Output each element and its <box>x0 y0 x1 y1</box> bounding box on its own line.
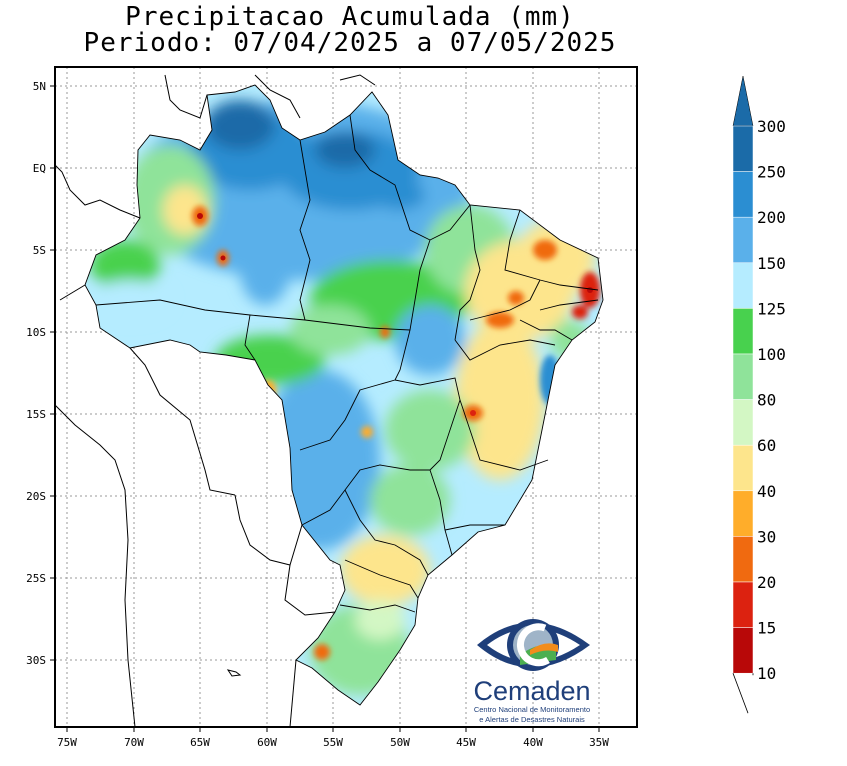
logo-name: Cemaden <box>473 676 590 706</box>
legend-level-label: 200 <box>757 208 786 227</box>
map-border <box>54 66 638 728</box>
legend-swatch <box>732 627 754 674</box>
y-tick-label: 15S <box>26 408 46 421</box>
y-tick-label: 20S <box>26 490 46 503</box>
legend-level-label: 10 <box>757 664 776 683</box>
legend-swatch <box>732 536 754 583</box>
legend-level-label: 60 <box>757 436 776 455</box>
legend-labels: 300 250 200 150 125 100 80 60 40 30 20 15 10 <box>757 117 786 683</box>
legend-swatch <box>732 171 754 218</box>
legend-level-label: 15 <box>757 619 776 638</box>
legend-level-label: 125 <box>757 299 786 318</box>
y-tick-label: 25S <box>26 572 46 585</box>
legend-arrow-top <box>732 75 754 127</box>
logo-subtitle-2: e Alertas de Desastres Naturais <box>479 715 585 724</box>
brazil-borders <box>84 84 604 706</box>
legend-level-label: 20 <box>757 573 776 592</box>
legend-swatch <box>732 308 754 355</box>
map-period: Periodo: 07/04/2025 a 07/05/2025 <box>83 28 617 58</box>
y-tick-label: 5S <box>33 244 46 257</box>
legend-level-label: 40 <box>757 482 776 501</box>
x-tick-labels: 75W 70W 65W 60W 55W 50W 45W 40W 35W <box>57 736 609 749</box>
legend-swatches <box>732 75 754 714</box>
y-tick-label: EQ <box>33 162 46 175</box>
legend-arrow-bottom <box>732 673 754 714</box>
legend-level-label: 100 <box>757 345 786 364</box>
x-tick-label: 50W <box>390 736 410 749</box>
color-legend: 300 250 200 150 125 100 80 60 40 30 20 15 10 <box>732 75 786 714</box>
legend-swatch <box>732 353 754 400</box>
legend-level-label: 150 <box>757 254 786 273</box>
legend-swatch <box>732 262 754 309</box>
legend-swatch <box>732 444 754 492</box>
y-tick-label: 10S <box>26 326 46 339</box>
legend-swatch <box>732 490 754 537</box>
y-tick-label: 5N <box>33 80 46 93</box>
x-tick-label: 45W <box>456 736 476 749</box>
x-tick-label: 40W <box>523 736 543 749</box>
cemaden-logo: Cemaden Centro Nacional de Monitoramento… <box>473 619 591 724</box>
legend-level-label: 250 <box>757 163 786 182</box>
legend-swatch <box>732 125 754 172</box>
legend-swatch <box>732 399 754 446</box>
legend-level-label: 80 <box>757 391 776 410</box>
x-tick-label: 65W <box>190 736 210 749</box>
logo-subtitle-1: Centro Nacional de Monitoramento <box>474 705 590 714</box>
axis-ticks <box>50 85 600 732</box>
legend-level-label: 300 <box>757 117 786 136</box>
x-tick-label: 35W <box>589 736 609 749</box>
x-tick-label: 75W <box>57 736 77 749</box>
x-tick-label: 55W <box>323 736 343 749</box>
legend-swatch <box>732 216 754 264</box>
x-tick-label: 60W <box>257 736 277 749</box>
y-tick-label: 30S <box>26 654 46 667</box>
map-title: Precipitacao Acumulada (mm) <box>125 2 575 32</box>
x-tick-label: 70W <box>124 736 144 749</box>
legend-swatch <box>732 581 754 628</box>
country-borders <box>55 74 376 727</box>
legend-level-label: 30 <box>757 527 776 546</box>
y-tick-labels: 5N EQ 5S 10S 15S 20S 25S 30S <box>26 80 46 667</box>
